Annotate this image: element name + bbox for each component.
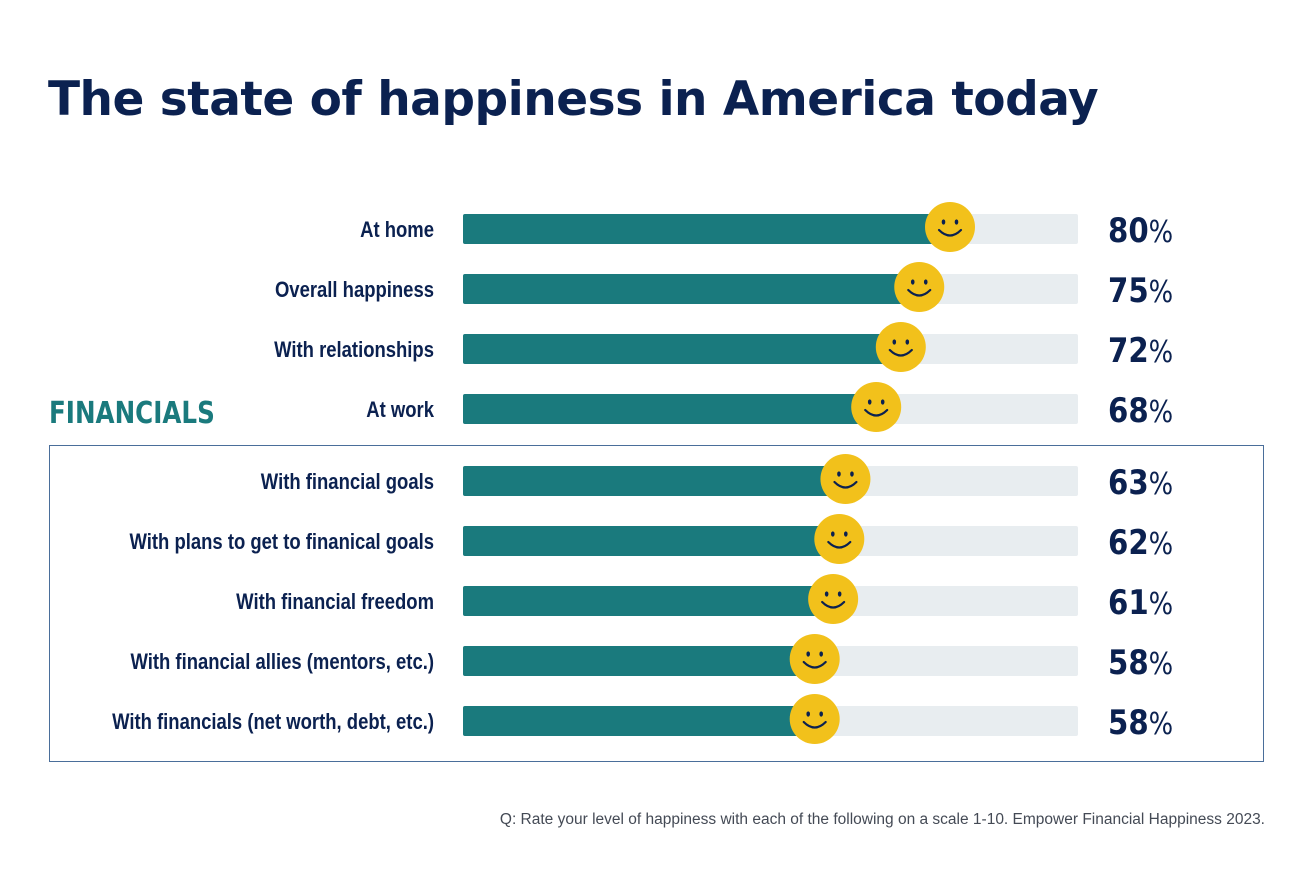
value-label: 61% xyxy=(1108,584,1173,623)
bar-fill xyxy=(463,586,834,616)
smiley-face-icon xyxy=(789,634,840,684)
value-label: 80% xyxy=(1108,212,1173,251)
financials-group-box xyxy=(49,445,1264,762)
category-label: With plans to get to finanical goals xyxy=(130,531,434,555)
bar-row: At work 68% xyxy=(366,382,1173,432)
bar-fill xyxy=(463,394,877,424)
bar-fill xyxy=(463,214,950,244)
smiley-face-icon xyxy=(925,202,975,252)
bar-row: With relationships 72% xyxy=(274,322,1173,372)
page-title: The state of happiness in America today xyxy=(48,72,1099,127)
bar-row: Overall happiness 75% xyxy=(275,262,1173,312)
category-label: With financials (net worth, debt, etc.) xyxy=(112,711,434,735)
bar-row: With financial allies (mentors, etc.) 58% xyxy=(130,634,1173,684)
smiley-face-icon xyxy=(808,574,859,624)
value-label: 58% xyxy=(1108,644,1173,683)
financials-group-label: FINANCIALS xyxy=(49,396,215,431)
bar-row: With financial freedom 61% xyxy=(236,574,1173,624)
bar-row: With financials (net worth, debt, etc.) 5… xyxy=(112,694,1173,744)
footnote: Q: Rate your level of happiness with eac… xyxy=(499,811,1265,828)
bar-row: At home 80% xyxy=(360,202,1173,252)
category-label: With relationships xyxy=(274,339,434,363)
smiley-face-icon xyxy=(851,382,902,432)
category-label: With financial freedom xyxy=(236,591,434,615)
smiley-face-icon xyxy=(894,262,945,312)
bar-fill xyxy=(463,274,920,304)
category-label: With financial allies (mentors, etc.) xyxy=(130,651,434,675)
value-label: 63% xyxy=(1108,464,1173,503)
bar-row: With plans to get to finanical goals 62% xyxy=(130,514,1173,564)
bar-fill xyxy=(463,466,846,496)
value-label: 75% xyxy=(1108,272,1173,311)
value-label: 72% xyxy=(1108,332,1173,371)
bar-fill xyxy=(463,706,815,736)
bar-row: With financial goals 63% xyxy=(261,454,1173,504)
category-label: At work xyxy=(366,399,434,423)
smiley-face-icon xyxy=(820,454,871,504)
smiley-face-icon xyxy=(875,322,926,372)
value-label: 68% xyxy=(1108,392,1173,431)
category-label: With financial goals xyxy=(261,471,434,495)
smiley-face-icon xyxy=(814,514,865,564)
bar-fill xyxy=(463,646,815,676)
bar-fill xyxy=(463,526,840,556)
smiley-face-icon xyxy=(789,694,840,744)
category-label: Overall happiness xyxy=(275,279,434,303)
value-label: 58% xyxy=(1108,704,1173,743)
category-label: At home xyxy=(360,219,434,243)
value-label: 62% xyxy=(1108,524,1173,563)
bar-fill xyxy=(463,334,901,364)
